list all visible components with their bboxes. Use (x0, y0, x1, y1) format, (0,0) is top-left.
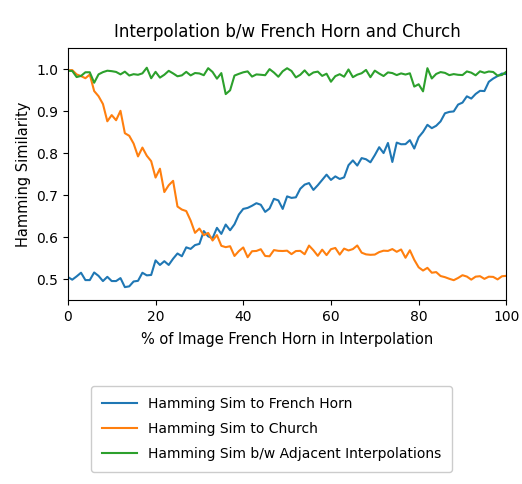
Hamming Sim b/w Adjacent Interpolations (275, 74, 281, 80)
Hamming Sim to Church (450, 277, 457, 283)
Hamming Sim b/w Adjacent Interpolations (402, 72, 409, 77)
Hamming Sim b/w Adjacent Interpolations (179, 73, 185, 78)
Line: Hamming Sim to Church: Hamming Sim to Church (68, 70, 506, 280)
Legend: Hamming Sim to French Horn, Hamming Sim to Church, Hamming Sim b/w Adjacent Inte: Hamming Sim to French Horn, Hamming Sim … (91, 386, 452, 472)
Hamming Sim to French Horn (332, 173, 338, 179)
Hamming Sim to French Horn (271, 196, 277, 202)
Hamming Sim b/w Adjacent Interpolations (222, 91, 229, 97)
Hamming Sim to French Horn (122, 284, 128, 290)
Hamming Sim to French Horn (96, 273, 102, 279)
Hamming Sim to Church (332, 245, 338, 251)
Hamming Sim to French Horn (398, 141, 404, 147)
X-axis label: % of Image French Horn in Interpolation: % of Image French Horn in Interpolation (141, 332, 433, 347)
Hamming Sim b/w Adjacent Interpolations (337, 71, 343, 77)
Hamming Sim to French Horn (499, 71, 505, 76)
Hamming Sim to Church (69, 67, 75, 73)
Line: Hamming Sim b/w Adjacent Interpolations: Hamming Sim b/w Adjacent Interpolations (68, 68, 506, 94)
Hamming Sim to Church (179, 207, 185, 212)
Hamming Sim to Church (398, 246, 404, 252)
Hamming Sim b/w Adjacent Interpolations (144, 65, 150, 71)
Hamming Sim to Church (65, 67, 71, 73)
Hamming Sim to Church (503, 273, 509, 279)
Hamming Sim to French Horn (179, 253, 185, 259)
Hamming Sim b/w Adjacent Interpolations (503, 69, 509, 75)
Hamming Sim to Church (100, 101, 106, 107)
Hamming Sim to Church (376, 249, 382, 255)
Title: Interpolation b/w French Horn and Church: Interpolation b/w French Horn and Church (114, 23, 460, 41)
Hamming Sim b/w Adjacent Interpolations (65, 68, 71, 74)
Line: Hamming Sim to French Horn: Hamming Sim to French Horn (68, 74, 506, 287)
Hamming Sim to Church (271, 247, 277, 253)
Hamming Sim b/w Adjacent Interpolations (96, 72, 102, 77)
Hamming Sim to French Horn (65, 274, 71, 280)
Y-axis label: Hamming Similarity: Hamming Similarity (16, 102, 31, 247)
Hamming Sim b/w Adjacent Interpolations (381, 73, 387, 79)
Hamming Sim to French Horn (376, 144, 382, 150)
Hamming Sim to French Horn (503, 71, 509, 77)
